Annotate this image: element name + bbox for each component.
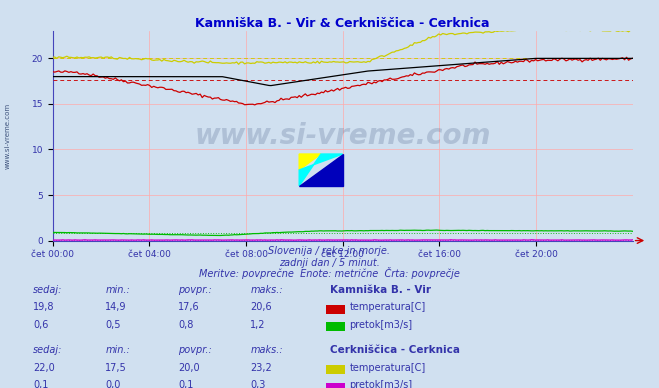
Text: min.:: min.:	[105, 285, 130, 295]
Text: 0,3: 0,3	[250, 380, 266, 388]
Text: 14,9: 14,9	[105, 302, 127, 312]
Polygon shape	[299, 154, 321, 170]
Text: 17,5: 17,5	[105, 362, 127, 372]
Text: pretok[m3/s]: pretok[m3/s]	[349, 380, 413, 388]
Text: sedaj:: sedaj:	[33, 345, 63, 355]
Text: 0,6: 0,6	[33, 320, 48, 330]
Text: Kamniška B. - Vir: Kamniška B. - Vir	[330, 285, 430, 295]
Text: www.si-vreme.com: www.si-vreme.com	[5, 103, 11, 169]
Polygon shape	[299, 154, 343, 186]
Text: 17,6: 17,6	[178, 302, 200, 312]
Text: www.si-vreme.com: www.si-vreme.com	[194, 122, 491, 150]
Text: 20,0: 20,0	[178, 362, 200, 372]
Text: povpr.:: povpr.:	[178, 345, 212, 355]
Title: Kamniška B. - Vir & Cerkniščica - Cerknica: Kamniška B. - Vir & Cerkniščica - Cerkni…	[196, 17, 490, 30]
Text: zadnji dan / 5 minut.: zadnji dan / 5 minut.	[279, 258, 380, 268]
Text: maks.:: maks.:	[250, 285, 283, 295]
Text: sedaj:: sedaj:	[33, 285, 63, 295]
Text: 20,6: 20,6	[250, 302, 272, 312]
Text: 0,1: 0,1	[178, 380, 193, 388]
Text: min.:: min.:	[105, 345, 130, 355]
Text: 22,0: 22,0	[33, 362, 55, 372]
Text: maks.:: maks.:	[250, 345, 283, 355]
Text: 0,5: 0,5	[105, 320, 121, 330]
Text: 19,8: 19,8	[33, 302, 55, 312]
Text: 1,2: 1,2	[250, 320, 266, 330]
Text: pretok[m3/s]: pretok[m3/s]	[349, 320, 413, 330]
Text: 23,2: 23,2	[250, 362, 272, 372]
Text: povpr.:: povpr.:	[178, 285, 212, 295]
Polygon shape	[299, 154, 343, 186]
Text: Meritve: povprečne  Enote: metrične  Črta: povprečje: Meritve: povprečne Enote: metrične Črta:…	[199, 267, 460, 279]
Text: temperatura[C]: temperatura[C]	[349, 302, 426, 312]
Text: Cerkniščica - Cerknica: Cerkniščica - Cerknica	[330, 345, 459, 355]
Text: 0,8: 0,8	[178, 320, 193, 330]
Text: 0,1: 0,1	[33, 380, 48, 388]
Text: temperatura[C]: temperatura[C]	[349, 362, 426, 372]
Text: 0,0: 0,0	[105, 380, 121, 388]
Text: Slovenija / reke in morje.: Slovenija / reke in morje.	[268, 246, 391, 256]
